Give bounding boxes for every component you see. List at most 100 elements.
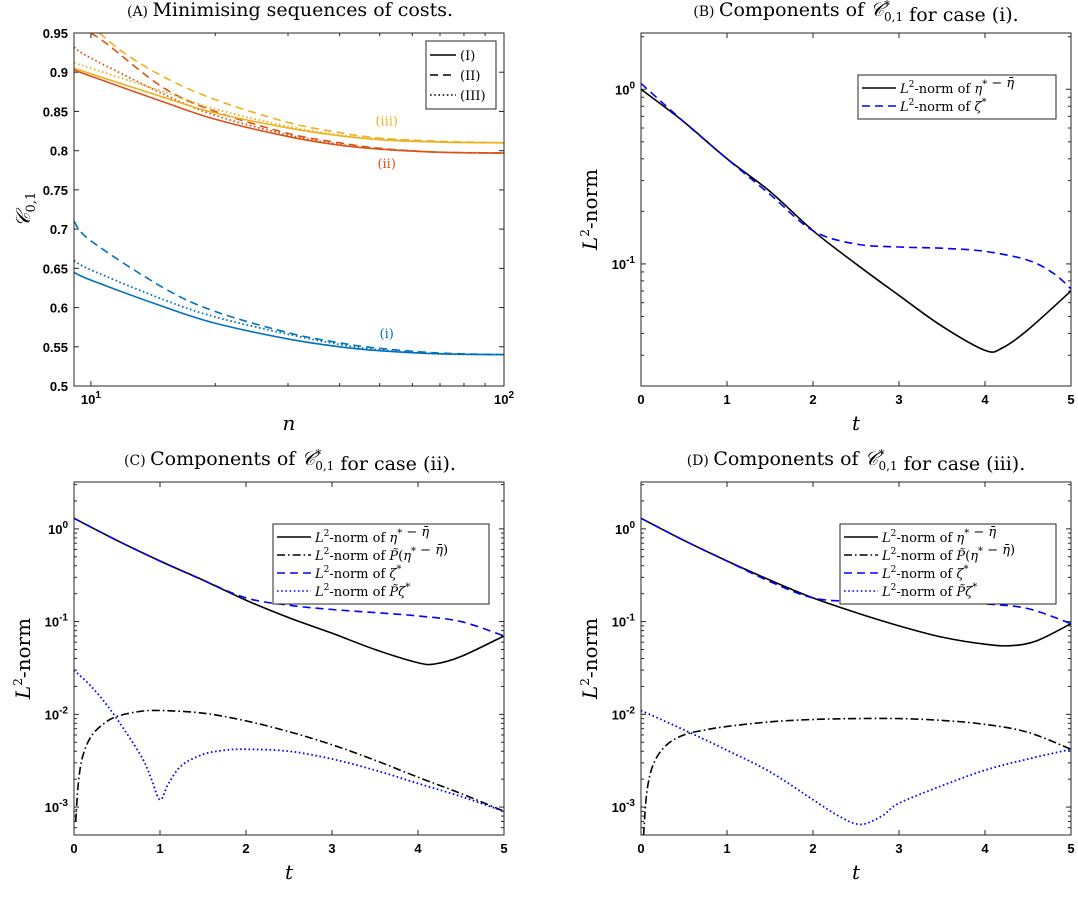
x-tick-label: 5: [1067, 841, 1074, 856]
x-tick-label: 0: [637, 392, 644, 407]
x-tick-label: 4: [981, 841, 989, 856]
y-tick-label: 0.65: [43, 261, 68, 276]
x-axis-label: t: [285, 860, 294, 884]
y-axis-label: 𝒞0,1: [11, 192, 39, 227]
series-line: [74, 61, 504, 144]
series-line: [74, 709, 504, 822]
legend-label: (III): [460, 89, 486, 104]
x-tick-label: 2: [242, 841, 249, 856]
legend-box: [857, 74, 1057, 120]
legend-label: L2-norm of ζ*: [899, 97, 986, 115]
x-tick-label: 4: [414, 841, 422, 856]
x-tick-label: 1: [723, 841, 730, 856]
x-tick-label: 3: [895, 841, 902, 856]
y-tick-label: 0.8: [50, 144, 68, 159]
series-line: [74, 669, 504, 813]
y-tick-label: 10-1: [612, 613, 636, 630]
legend-label: L2-norm of η* − η̄: [899, 76, 1014, 97]
panel-b: (B) Components of 𝒞* 0,1 for case (i). 0 1 2…: [578, 0, 1075, 435]
y-tick-label: 10-1: [612, 255, 636, 272]
series-line: [74, 67, 504, 144]
series-line: [74, 69, 504, 154]
legend-label: L2-norm of P̃ζ*: [881, 582, 977, 600]
y-tick-label: 0.6: [50, 301, 68, 316]
legend-label: L2-norm of η* − η̄: [314, 525, 429, 546]
panel-c: (C) Components of 𝒞* 0,1 for case (ii). 0 1…: [11, 447, 508, 884]
series-line: [74, 46, 504, 154]
y-tick-label: 100: [615, 80, 635, 97]
y-tick-label: 100: [48, 520, 68, 537]
series-line: [641, 517, 1071, 625]
y-axis-label: L2-norm: [11, 618, 35, 700]
series-line: [74, 271, 504, 356]
legend-label: L2-norm of ζ*: [881, 564, 968, 582]
x-tick-label: 4: [981, 392, 989, 407]
series-line: [74, 517, 504, 637]
legend: L2-norm of η* − η̄L2-norm of ζ*: [857, 74, 1057, 120]
legend: (I) (II) (III): [425, 40, 497, 110]
x-axis-label: n: [283, 411, 296, 435]
chart-title: (A) Minimising sequences of costs.: [127, 0, 453, 21]
y-tick-label: 0.7: [50, 222, 68, 237]
legend-label: (I): [460, 49, 475, 64]
axes-frame: [640, 481, 1072, 836]
plot-area: [74, 33, 504, 356]
annotation-label: (i): [380, 327, 394, 342]
legend-label: L2-norm of η* − η̄: [881, 525, 996, 546]
series-line: [74, 259, 504, 356]
chart-title: (D) Components of 𝒞* 0,1 for case (iii).: [687, 447, 1026, 475]
y-tick-label: 10-2: [612, 705, 636, 722]
y-tick-label: 100: [615, 520, 635, 537]
plot-area: [74, 517, 504, 822]
panel-a: (A) Minimising sequences of costs. 101 102…: [11, 0, 514, 435]
x-tick-label: 1: [156, 841, 163, 856]
series-line: [642, 717, 1071, 835]
y-tick-label: 0.85: [43, 104, 68, 119]
y-tick-label: 10-3: [45, 798, 69, 815]
y-axis-label: L2-norm: [578, 169, 602, 251]
legend: L2-norm of η* − η̄L2-norm of P̃(η* − η̄)…: [839, 523, 1057, 605]
chart-title: (B) Components of 𝒞* 0,1 for case (i).: [693, 0, 1018, 26]
x-tick-label: 1: [723, 392, 730, 407]
x-axis-label: t: [852, 860, 861, 884]
series-line: [641, 709, 1071, 826]
y-tick-label: 0.55: [43, 340, 68, 355]
x-tick-label: 0: [70, 841, 77, 856]
plot-area: [641, 517, 1071, 835]
x-tick-label: 2: [809, 841, 816, 856]
legend-label: L2-norm of P̃(η* − η̄): [881, 543, 1015, 564]
series-line: [641, 88, 1071, 353]
panel-d: (D) Components of 𝒞* 0,1 for case (iii). 0…: [578, 447, 1075, 884]
y-tick-label: 0.5: [50, 379, 68, 394]
plot-area: [641, 82, 1071, 353]
x-tick-label: 3: [895, 392, 902, 407]
y-tick-label: 0.9: [50, 65, 68, 80]
legend: L2-norm of η* − η̄L2-norm of P̃(η* − η̄)…: [272, 523, 490, 605]
axes-frame: [640, 32, 1072, 387]
x-tick-label: 5: [500, 841, 507, 856]
x-axis-label: t: [852, 411, 861, 435]
y-axis-label: L2-norm: [578, 618, 602, 700]
series-line: [90, 33, 504, 154]
legend-label: L2-norm of P̃(η* − η̄): [314, 543, 448, 564]
axes-frame: [73, 481, 505, 836]
annotation-label: (iii): [375, 115, 398, 130]
y-tick-label: 0.75: [43, 183, 68, 198]
series-line: [99, 33, 504, 144]
y-tick-label: 10-1: [45, 613, 69, 630]
x-tick-label: 0: [637, 841, 644, 856]
series-line: [74, 220, 504, 356]
y-tick-label: 10-2: [45, 705, 69, 722]
axes-frame: [73, 32, 505, 387]
x-tick-label: 3: [328, 841, 335, 856]
legend-label: L2-norm of ζ*: [314, 564, 401, 582]
annotation-label: (ii): [377, 157, 395, 172]
chart-title: (C) Components of 𝒞* 0,1 for case (ii).: [124, 447, 456, 475]
x-tick-label: 5: [1067, 392, 1074, 407]
legend-label: (II): [460, 69, 480, 84]
series-line: [641, 82, 1071, 290]
y-tick-label: 10-3: [612, 798, 636, 815]
x-tick-label: 102: [494, 390, 514, 407]
legend-label: L2-norm of P̃ζ*: [314, 582, 410, 600]
